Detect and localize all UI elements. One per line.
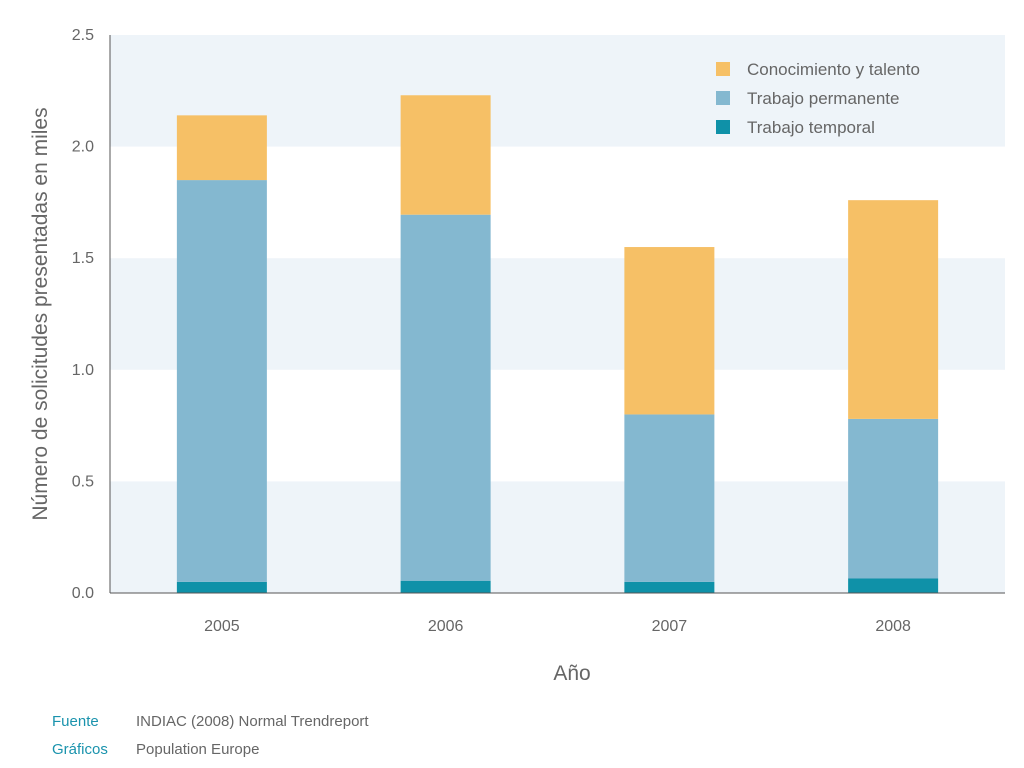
credits: Fuente INDIAC (2008) Normal Trendreport … (52, 708, 369, 764)
y-tick-label: 1.5 (72, 250, 94, 267)
x-tick-labels: 2005 2006 2007 2008 (204, 618, 911, 635)
y-tick-labels: 0.0 0.5 1.0 1.5 2.0 2.5 (72, 27, 94, 602)
bar-conocimiento-y-talento-2007 (624, 247, 715, 415)
bar-conocimiento-y-talento-2006 (400, 95, 491, 215)
legend-swatch (716, 62, 730, 76)
bar-trabajo-permanente-2007 (624, 414, 715, 582)
credit-graphics: Gráficos Population Europe (52, 736, 369, 764)
bar-trabajo-temporal-2006 (400, 580, 491, 593)
bar-trabajo-temporal-2007 (624, 581, 715, 593)
bars (176, 95, 939, 593)
legend-swatch (716, 120, 730, 134)
y-tick-label: 1.0 (72, 362, 94, 379)
legend-label: Conocimiento y talento (747, 60, 920, 79)
y-tick-label: 0.5 (72, 473, 94, 490)
bar-trabajo-permanente-2008 (848, 418, 939, 579)
bar-trabajo-temporal-2008 (848, 578, 939, 593)
x-tick-label: 2007 (652, 618, 688, 635)
credit-source-value: INDIAC (2008) Normal Trendreport (136, 713, 369, 730)
legend-label: Trabajo permanente (747, 89, 899, 108)
bar-conocimiento-y-talento-2008 (848, 200, 939, 419)
credit-graphics-value: Population Europe (136, 741, 260, 758)
axes (109, 35, 1005, 594)
y-tick-label: 0.0 (72, 585, 94, 602)
x-tick-label: 2008 (875, 618, 911, 635)
bar-conocimiento-y-talento-2005 (176, 115, 267, 181)
legend-label: Trabajo temporal (747, 118, 875, 137)
bar-trabajo-permanente-2006 (400, 214, 491, 581)
y-tick-label: 2.5 (72, 27, 94, 44)
credit-graphics-key: Gráficos (52, 741, 108, 758)
x-tick-label: 2006 (428, 618, 464, 635)
bar-trabajo-temporal-2005 (176, 581, 267, 593)
stacked-bar-chart: 0.00.51.01.52.02.5 2005 2006 2007 2008 Año … (29, 27, 1005, 685)
y-axis-title: Número de solicitudes presentadas en mil… (29, 107, 52, 520)
credit-source: Fuente INDIAC (2008) Normal Trendreport (52, 708, 369, 736)
x-tick-label: 2005 (204, 618, 240, 635)
legend: Conocimiento y talento Trabajo permanente… (716, 60, 920, 137)
y-tick-label: 2.0 (72, 139, 94, 156)
bar-trabajo-permanente-2005 (176, 180, 267, 582)
credit-source-key: Fuente (52, 713, 99, 730)
legend-swatch (716, 91, 730, 105)
x-axis-title: Año (553, 662, 590, 685)
